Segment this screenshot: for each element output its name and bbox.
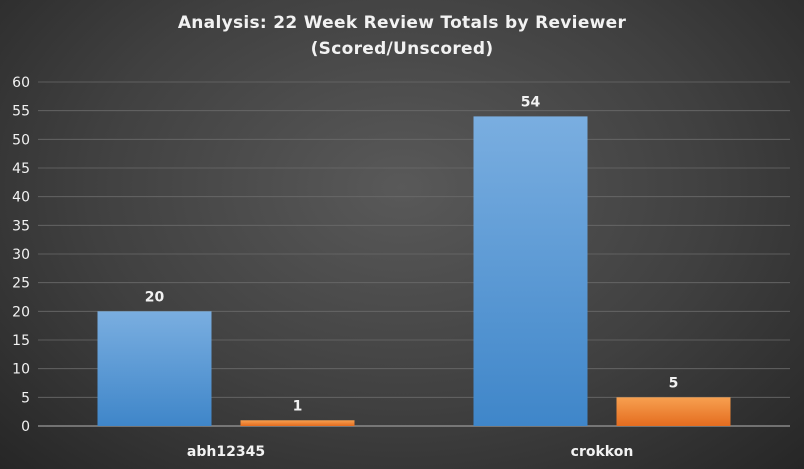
x-category-label: abh12345 [187,444,265,460]
y-tick-label: 15 [12,333,30,349]
y-tick-label: 30 [12,247,30,263]
y-tick-label: 5 [21,390,30,406]
y-axis-ticks: 0 5 10 15 20 25 30 35 40 45 50 55 60 [12,75,30,435]
x-axis-categories: abh12345 crokkon [187,444,633,460]
bar-abh12345-series-2 [240,420,355,426]
chart-title-block: Analysis: 22 Week Review Totals by Revie… [0,10,804,62]
bar-crokkon-series-1 [473,116,588,427]
bars [97,116,731,427]
data-label: 1 [293,398,303,414]
y-tick-label: 40 [12,190,30,206]
y-tick-label: 0 [21,419,30,435]
y-tick-label: 60 [12,75,30,91]
y-tick-label: 25 [12,276,30,292]
data-label: 54 [521,94,541,110]
data-labels: 20 1 54 5 [145,94,679,414]
x-category-label: crokkon [571,444,634,460]
y-tick-label: 55 [12,104,30,120]
y-tick-label: 50 [12,132,30,148]
y-tick-label: 20 [12,304,30,320]
data-label: 5 [669,375,679,391]
bar-abh12345-series-1 [97,311,212,426]
data-label: 20 [145,289,165,305]
bar-crokkon-series-2 [616,397,731,426]
y-tick-label: 35 [12,218,30,234]
chart-subtitle: (Scored/Unscored) [310,39,494,59]
y-tick-label: 10 [12,362,30,378]
chart-title: Analysis: 22 Week Review Totals by Revie… [177,13,627,33]
y-tick-label: 45 [12,161,30,177]
